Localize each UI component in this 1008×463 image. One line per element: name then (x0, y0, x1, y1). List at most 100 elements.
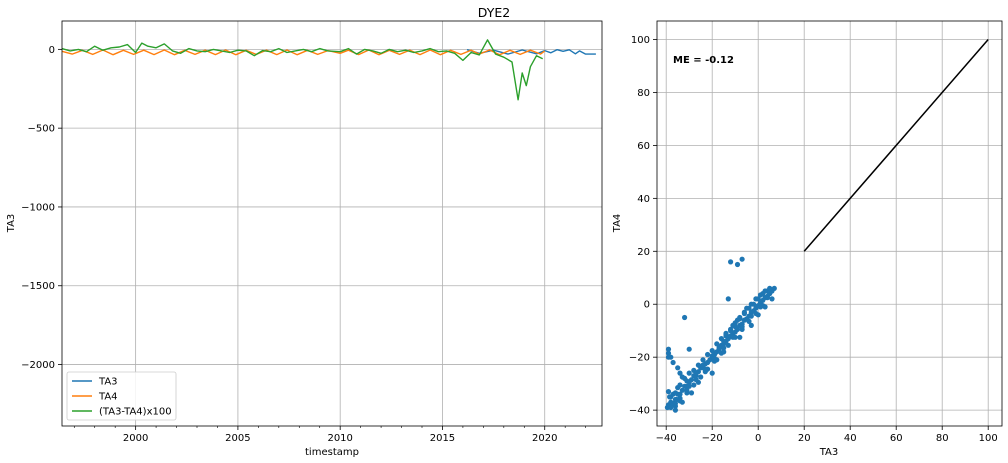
scatter-point (665, 350, 672, 356)
scatter-point (684, 378, 690, 384)
scatter-point (716, 345, 722, 351)
scatter-point (709, 348, 715, 354)
right-y-tick-label: 80 (637, 88, 650, 99)
scatter-point (682, 314, 688, 321)
right-scatter-chart: −40 −20 0 20 40 60 80 100 −40 −20 0 20 40 60 80 100 TA… (612, 20, 1003, 458)
scatter-point (688, 390, 695, 396)
right-x-tick-label: 20 (798, 433, 811, 444)
scatter-point (691, 382, 697, 388)
scatter-point (677, 370, 683, 376)
scatter-point (739, 256, 745, 262)
scatter-point (714, 341, 720, 347)
scatter-point (728, 328, 734, 334)
scatter-point (702, 366, 708, 372)
scatter-point (730, 334, 736, 340)
scatter-point (688, 377, 695, 383)
left-x-tick-label: 2000 (123, 433, 148, 444)
right-y-tick-label: 100 (631, 35, 650, 46)
right-y-tick-label: −40 (629, 406, 650, 417)
scatter-point (679, 387, 685, 393)
right-x-tick-label: 80 (936, 433, 949, 444)
scatter-point (748, 301, 754, 307)
scatter-point (695, 362, 702, 368)
scatter-point (721, 338, 727, 344)
scatter-point (675, 365, 681, 371)
scatter-point (721, 345, 727, 351)
left-y-tick-label: −2000 (21, 360, 55, 371)
right-y-tick-label: 20 (637, 247, 650, 258)
scatter-point (734, 261, 741, 268)
left-legend: TA3 TA4 (TA3-TA4)x100 (66, 371, 177, 421)
scatter-point (741, 309, 748, 315)
scatter-point (677, 395, 683, 401)
scatter-point (665, 346, 672, 352)
left-grid (62, 21, 602, 426)
scatter-point (757, 304, 764, 310)
right-y-axis-label: TA4 (612, 214, 623, 234)
scatter-point (679, 374, 685, 380)
left-x-tick-label: 2015 (430, 433, 455, 444)
mean-error-annotation: ME = -0.12 (673, 55, 734, 66)
scatter-point (769, 296, 775, 302)
scatter-point (684, 387, 690, 393)
right-y-tick-label: 60 (637, 141, 650, 152)
scatter-point (698, 374, 704, 380)
scatter-point (728, 259, 734, 265)
left-x-tick-label: 2020 (532, 433, 557, 444)
legend-entry-label: TA4 (98, 392, 118, 403)
right-scatter-points (664, 256, 777, 413)
scatter-point (762, 304, 768, 310)
scatter-point (700, 362, 706, 368)
scatter-point (667, 394, 673, 400)
scatter-point (737, 334, 743, 340)
series-line--ta3-ta4-x100 (61, 39, 544, 101)
scatter-point (757, 292, 764, 298)
scatter-point (744, 305, 750, 311)
left-x-axis-label: timestamp (305, 447, 359, 458)
right-y-tick-label: −20 (629, 353, 650, 364)
right-x-tick-label: −20 (702, 433, 723, 444)
right-x-ticks: −40 −20 0 20 40 60 80 100 (656, 426, 998, 444)
scatter-point (748, 322, 754, 328)
left-time-series-chart: 2000 2005 2010 2015 2020 0 −500 −1000 −1500 −200… (6, 20, 603, 458)
right-x-tick-label: 40 (844, 433, 857, 444)
left-series-lines (61, 39, 596, 101)
legend-entry-label: (TA3-TA4)x100 (99, 407, 172, 418)
scatter-point (677, 382, 683, 388)
left-y-tick-label: 0 (49, 45, 55, 56)
left-y-tick-label: −500 (28, 124, 55, 135)
scatter-point (665, 354, 672, 360)
scatter-point (721, 349, 727, 355)
scatter-point (668, 404, 674, 411)
right-reference-line-group (803, 39, 989, 252)
scatter-point (725, 296, 731, 302)
right-x-tick-label: 0 (755, 433, 761, 444)
scatter-point (693, 377, 699, 383)
series-line-ta3 (466, 49, 596, 55)
scatter-point (737, 314, 743, 321)
left-y-tick-label: −1000 (21, 202, 55, 213)
right-x-axis-label: TA3 (819, 447, 839, 458)
scatter-point (665, 389, 672, 395)
left-x-tick-label: 2010 (327, 433, 352, 444)
scatter-point (672, 390, 679, 396)
scatter-point (672, 400, 679, 407)
right-plot-frame (656, 20, 1003, 427)
legend-entry-label: TA3 (98, 377, 118, 388)
legend-box (66, 371, 177, 421)
right-y-tick-label: 0 (644, 300, 650, 311)
scatter-point (711, 355, 718, 362)
scatter-point (709, 370, 715, 376)
scatter-point (767, 285, 773, 291)
right-y-tick-label: 40 (637, 194, 650, 205)
one-to-one-reference-line (803, 39, 989, 252)
right-x-tick-label: 60 (890, 433, 903, 444)
scatter-point (725, 342, 731, 348)
scatter-point (686, 346, 692, 352)
scatter-point (746, 318, 752, 324)
scatter-point (693, 370, 699, 376)
scatter-point (753, 296, 759, 302)
right-y-ticks: −40 −20 0 20 40 60 80 100 (629, 35, 657, 417)
right-x-tick-label: 100 (979, 433, 998, 444)
